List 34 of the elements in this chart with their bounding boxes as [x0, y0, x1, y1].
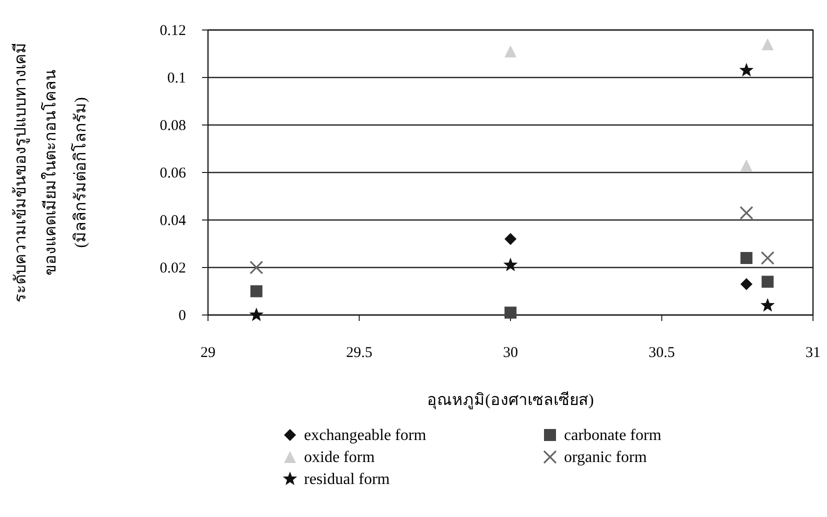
point: [740, 159, 752, 172]
point: [250, 285, 262, 298]
x-tick-label: 30.5: [648, 345, 675, 361]
y-tick-label: 0.08: [160, 118, 186, 134]
y-tick-label: 0.1: [167, 70, 186, 86]
legend-label: organic form: [564, 449, 648, 466]
x-axis-title: อุณหภูมิ(องศาเซลเซียส): [427, 391, 594, 410]
legend-label: residual form: [304, 471, 390, 488]
y-tick-label: 0.06: [160, 166, 186, 182]
point: [504, 45, 516, 58]
point: [504, 233, 516, 245]
point: [739, 62, 754, 76]
legend-label: carbonate form: [564, 427, 662, 444]
y-tick-label: 0: [178, 308, 186, 324]
point: [760, 251, 774, 265]
legend-label: oxide form: [304, 449, 376, 466]
point: [740, 278, 752, 290]
x-tick-label: 31: [806, 345, 820, 361]
point: [503, 258, 518, 272]
x-tick-label: 30: [503, 345, 518, 361]
y-axis-title: ระดับความเข้มข้นของรูปแบบทางเคมี ของแคดเมียมในตะกอนโคลน (มิลลิกรัมต่อกิโลกรัม): [12, 42, 90, 302]
point: [762, 38, 774, 50]
y-tick-label: 0.04: [160, 213, 186, 229]
y-tick-label: 0.02: [160, 260, 186, 276]
x-tick-label: 29.5: [346, 345, 372, 361]
point: [504, 306, 516, 319]
x-tick-label: 29: [200, 345, 216, 361]
y-tick-label: 0.12: [160, 23, 186, 39]
point: [740, 252, 752, 264]
point: [249, 308, 264, 322]
point: [250, 260, 264, 274]
point: [740, 206, 754, 220]
point: [762, 276, 774, 288]
point: [760, 298, 775, 312]
